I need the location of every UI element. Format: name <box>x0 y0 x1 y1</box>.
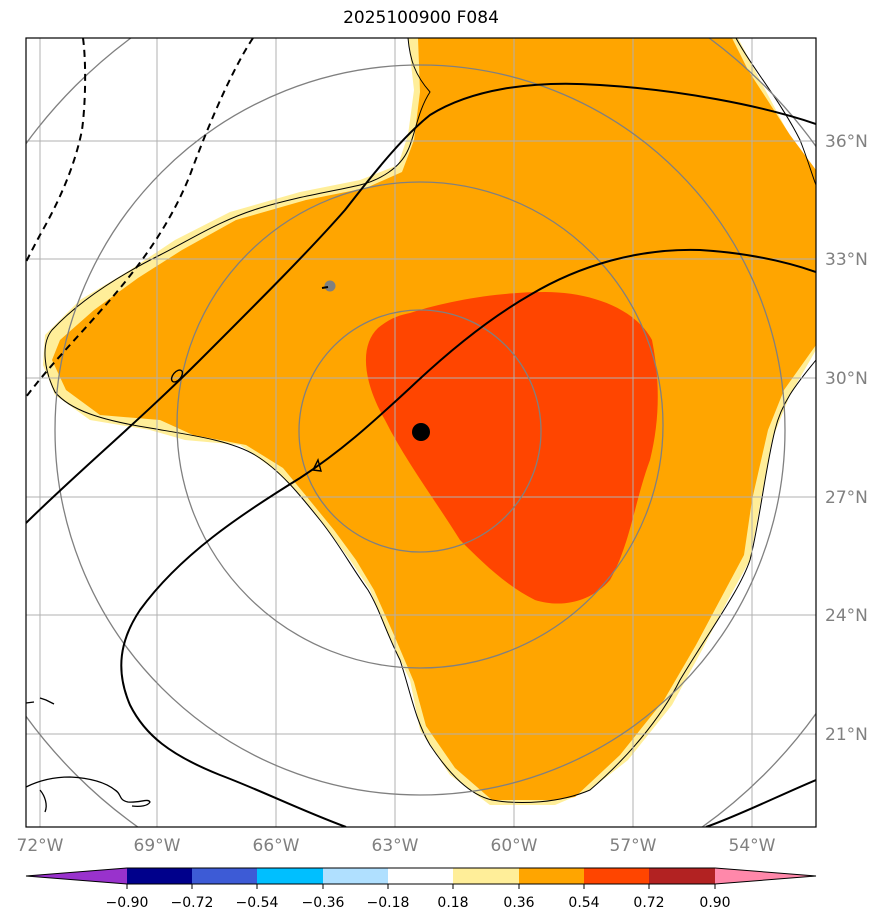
colorbar-swatch <box>715 868 816 884</box>
colorbar-swatch <box>127 868 192 884</box>
map-title: 2025100900 F084 <box>343 8 499 28</box>
lat-label: 30°N <box>825 369 868 389</box>
lon-label: 66°W <box>253 836 300 856</box>
lat-label: 21°N <box>825 725 868 745</box>
colorbar-swatch <box>26 868 127 884</box>
colorbar-tick-label: 0.36 <box>503 895 534 911</box>
lon-label: 54°W <box>729 836 776 856</box>
storm-center-marker <box>412 423 430 441</box>
colorbar-swatch <box>584 868 649 884</box>
colorbar-tick-label: 0.54 <box>568 895 599 911</box>
colorbar-tick-label: −0.54 <box>236 895 279 911</box>
anomaly-fill-054 <box>365 292 658 604</box>
colorbar-swatch <box>519 868 584 884</box>
solid-contours <box>26 82 816 827</box>
colorbar-tick-label: 0.90 <box>699 895 730 911</box>
colorbar-swatch <box>192 868 257 884</box>
colorbar-tick-label: −0.18 <box>367 895 410 911</box>
colorbar-swatch <box>323 868 388 884</box>
latitude-labels: 36°N 33°N 30°N 27°N 24°N 21°N <box>825 132 868 745</box>
colorbar-tick-label: −0.90 <box>106 895 149 911</box>
lon-label: 72°W <box>17 836 64 856</box>
colorbar-tick-label: −0.36 <box>302 895 345 911</box>
colorbar-swatch <box>257 868 323 884</box>
map-frame <box>25 37 817 828</box>
contour-label-tick <box>311 458 322 472</box>
colorbar-swatch <box>388 868 453 884</box>
longitude-labels: 72°W 69°W 66°W 63°W 60°W 57°W 54°W <box>17 836 776 856</box>
colorbar: −0.90 −0.72 −0.54 −0.36 −0.18 0.18 0.36 … <box>25 867 817 911</box>
lon-label: 69°W <box>134 836 181 856</box>
lat-label: 24°N <box>825 606 868 626</box>
lon-label: 57°W <box>610 836 657 856</box>
secondary-marker <box>324 280 336 292</box>
lat-label: 36°N <box>825 132 868 152</box>
anomaly-outline <box>44 38 816 803</box>
colorbar-tick-label: −0.72 <box>171 895 214 911</box>
colorbar-tick-label: 0.72 <box>633 895 664 911</box>
colorbar-swatch <box>453 868 519 884</box>
coastline <box>26 697 151 813</box>
colorbar-tick-label: 0.18 <box>437 895 468 911</box>
gridlines <box>26 38 816 827</box>
dashed-contours <box>26 38 254 398</box>
lon-label: 60°W <box>491 836 538 856</box>
contour-label-oval <box>170 369 184 383</box>
lat-label: 33°N <box>825 250 868 270</box>
lat-label: 27°N <box>825 488 868 508</box>
colorbar-swatch <box>649 868 715 884</box>
lon-label: 63°W <box>372 836 419 856</box>
